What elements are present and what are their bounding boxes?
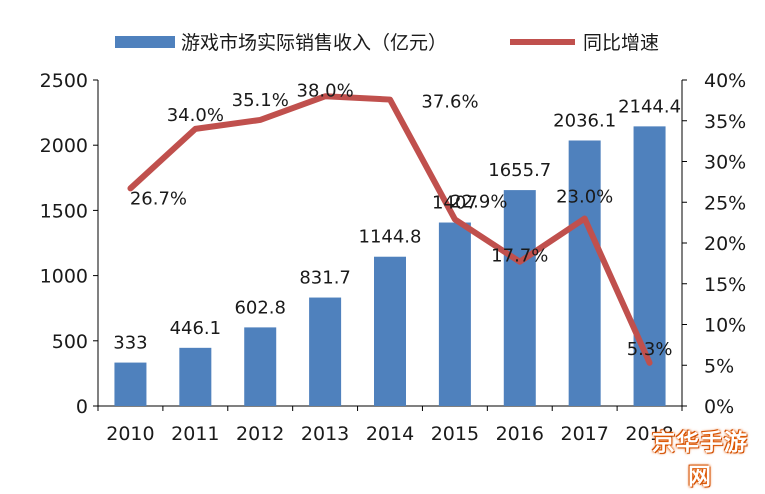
legend-label-line: 同比增速 <box>583 32 659 54</box>
y-right-tick-label: 30% <box>704 152 746 174</box>
y-right-tick-label: 5% <box>704 355 734 377</box>
bar-value-label: 1655.7 <box>488 160 551 181</box>
bar-value-label: 2036.1 <box>553 110 616 131</box>
bar-series <box>114 126 665 406</box>
growth-value-label: 23.0% <box>556 187 613 208</box>
bar <box>309 298 341 406</box>
growth-value-label: 5.3% <box>627 339 673 360</box>
x-tick-label: 2011 <box>171 423 219 445</box>
growth-value-label: 26.7% <box>130 188 187 209</box>
watermark-logo: 京华手游网 <box>641 426 759 460</box>
y-right-tick-label: 35% <box>704 111 746 133</box>
y-right-tick-label: 20% <box>704 233 746 255</box>
growth-value-label: 22.9% <box>450 191 507 212</box>
chart-legend: 游戏市场实际销售收入（亿元） 同比增速 <box>115 32 659 54</box>
y-right-tick-label: 15% <box>704 274 746 296</box>
y-left-tick-label: 1500 <box>40 200 88 222</box>
x-tick-label: 2012 <box>236 423 284 445</box>
bar-value-label: 446.1 <box>170 318 222 339</box>
y-right-tick-label: 0% <box>704 396 734 418</box>
y-right-tick-label: 40% <box>704 70 746 92</box>
y-right-tick-label: 10% <box>704 315 746 337</box>
growth-value-label: 38.0% <box>297 80 354 101</box>
x-tick-label: 2010 <box>106 423 154 445</box>
y-left-tick-label: 1000 <box>40 266 88 288</box>
legend-swatch-bar <box>115 36 175 48</box>
bar <box>179 348 211 406</box>
bar-value-label: 1144.8 <box>359 227 422 248</box>
bar <box>569 140 601 406</box>
watermark-text: 京华手游网 <box>641 426 759 460</box>
bar <box>504 190 536 406</box>
growth-value-label: 37.6% <box>421 92 478 113</box>
y-left-tick-label: 2000 <box>40 135 88 157</box>
x-tick-label: 2013 <box>301 423 349 445</box>
bar-value-label: 2144.4 <box>618 96 681 117</box>
growth-value-label: 17.7% <box>491 246 548 267</box>
bar <box>114 363 146 406</box>
y-left-tick-label: 2500 <box>40 70 88 92</box>
bar <box>244 327 276 406</box>
bar-value-label: 831.7 <box>299 268 351 289</box>
chart: 游戏市场实际销售收入（亿元） 同比增速 0 500 1000 1500 2000 2500 0… <box>0 0 765 464</box>
x-tick-label: 2015 <box>431 423 479 445</box>
y-left-tick-label: 0 <box>76 396 88 418</box>
y-right-tick-label: 25% <box>704 192 746 214</box>
bar <box>439 223 471 406</box>
x-tick-label: 2016 <box>496 423 544 445</box>
bar <box>374 257 406 406</box>
growth-value-label: 34.0% <box>167 105 224 126</box>
bar-value-label: 333 <box>113 333 147 354</box>
growth-value-label: 35.1% <box>232 90 289 111</box>
y-left-tick-label: 500 <box>52 331 88 353</box>
legend-label-bar: 游戏市场实际销售收入（亿元） <box>181 32 447 54</box>
x-tick-label: 2017 <box>560 423 608 445</box>
x-tick-label: 2014 <box>366 423 414 445</box>
bar-value-label: 602.8 <box>234 297 286 318</box>
